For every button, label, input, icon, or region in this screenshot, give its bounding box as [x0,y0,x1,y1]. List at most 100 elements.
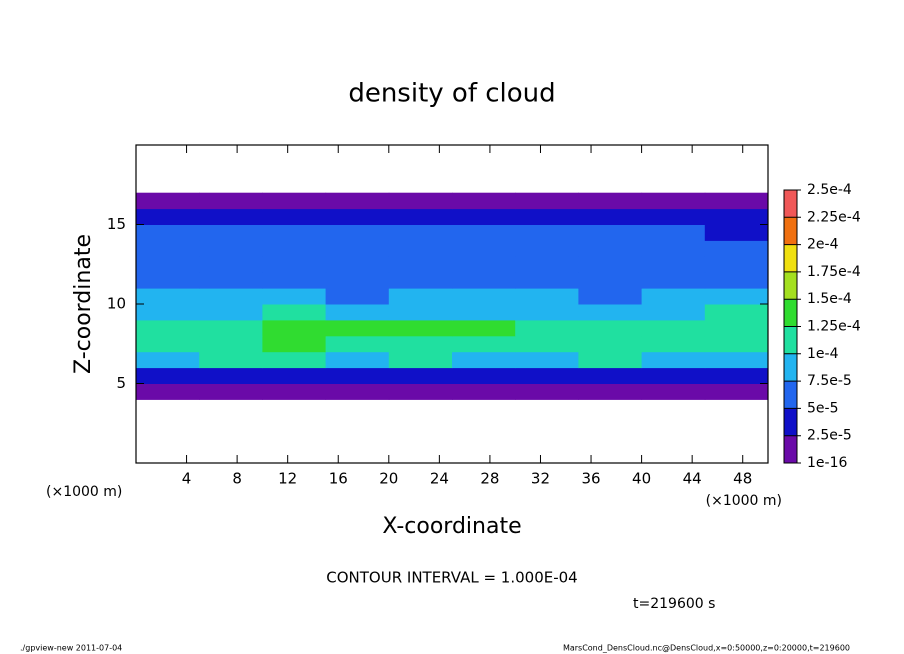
heat-cell [515,288,579,305]
contour-note: CONTOUR INTERVAL = 1.000E-04 [326,569,577,587]
heat-cell [262,367,327,384]
chart-title: density of cloud [348,79,555,109]
heat-cell [515,272,579,289]
colorbar-band [784,271,797,300]
heat-cell [388,304,453,321]
heat-cell [578,224,643,241]
heat-cell [578,288,643,305]
heat-cell [388,383,453,400]
heat-cell [262,224,327,241]
heat-cell [704,240,769,257]
heat-cell [136,208,200,225]
heat-cell [578,192,643,210]
time-note: t=219600 s [633,596,715,612]
x-tick-label: 16 [329,470,348,488]
x-axis-label: X-coordinate [382,514,521,539]
heat-cell [388,240,453,257]
heat-cell [452,192,516,210]
heat-cell [452,304,516,321]
heat-cell [199,335,263,353]
heat-cell [578,335,643,353]
heat-cell [325,224,390,241]
x-tick-label: 48 [733,470,752,488]
y-tick-label: 15 [107,215,126,233]
y-axis-label: Z-coordinate [71,234,96,374]
y-unit: (×1000 m) [46,484,122,500]
heat-cell [704,224,769,241]
heat-cell [136,192,200,210]
heat-cell [578,383,643,400]
heat-cell [515,367,579,384]
heat-cell [262,304,327,321]
heat-cell [578,208,643,225]
heat-cell [704,383,769,400]
heat-cell [325,304,390,321]
heat-cell [704,319,769,337]
x-tick-label: 28 [480,470,499,488]
heat-cell [325,192,390,210]
x-tick-label: 24 [430,470,449,488]
colorbar-band [784,435,797,463]
heat-cell [704,351,769,369]
x-tick-label: 8 [232,470,242,488]
heat-cell [199,240,263,257]
heat-cell [199,256,263,273]
heat-cell [262,383,327,400]
heat-cell [452,335,516,353]
colorbar-band [784,190,797,218]
heat-cell [325,319,390,337]
heat-cell [452,351,516,369]
x-tick-label: 12 [278,470,297,488]
colorbar-band [784,244,797,272]
heat-cell [262,288,327,305]
heat-cell [262,335,327,353]
heat-cell [578,304,643,321]
heat-cell [199,367,263,384]
heat-cell [262,256,327,273]
heat-cell [262,272,327,289]
heat-cell [704,288,769,305]
colorbar-band [784,217,797,245]
heat-cell [262,351,327,369]
colorbar-label: 2.25e-4 [807,209,861,225]
heat-cell [704,192,769,210]
heat-cell [199,288,263,305]
colorbar-label: 1.25e-4 [807,319,861,335]
heat-cell [515,240,579,257]
heat-cell [641,367,706,384]
heat-cell [388,192,453,210]
heat-cell [515,319,579,337]
footer-right: MarsCond_DensCloud.nc@DensCloud,x=0:5000… [563,644,850,653]
heat-cell [388,351,453,369]
heat-cell [199,224,263,241]
heat-cell [262,192,327,210]
colorbar-band [784,381,797,409]
x-tick-label: 40 [632,470,651,488]
heat-cell [452,383,516,400]
x-tick-label: 20 [379,470,398,488]
heat-cell [262,319,327,337]
heat-cell [199,208,263,225]
y-tick-label: 10 [107,295,126,313]
colorbar-band [784,408,797,436]
heat-cell [578,240,643,257]
colorbar-label: 2.5e-4 [807,182,852,198]
colorbar-label: 1e-4 [807,346,839,362]
colorbar-label: 5e-5 [807,400,838,416]
heat-cell [452,208,516,225]
heat-cell [325,335,390,353]
heat-cell [641,335,706,353]
heat-cell [136,256,200,273]
heat-cell [704,272,769,289]
heat-cell [578,256,643,273]
heat-cell [578,351,643,369]
footer-left: ./gpview-new 2011-07-04 [20,644,122,653]
heat-cell [641,240,706,257]
x-tick-label: 32 [531,470,550,488]
heat-cell [325,351,390,369]
heat-cell [515,192,579,210]
heat-cell [388,224,453,241]
heat-cell [262,208,327,225]
heat-cell [641,192,706,210]
